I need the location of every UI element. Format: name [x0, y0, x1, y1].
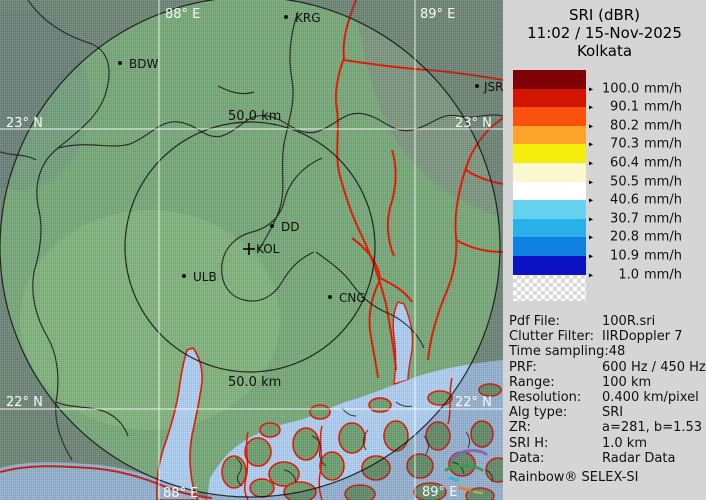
legend-tick-icon: ▸	[589, 251, 594, 261]
legend-label: ▸ 10.9 mm/h	[589, 248, 682, 264]
meta-row: Resolution: 0.400 km/pixel	[509, 390, 699, 406]
graticule: 88° E 89° E 23° N 23° N 22° N 22° N 88° …	[0, 0, 503, 500]
lat-label-22-right: 22° N	[455, 395, 492, 410]
city-label: CNG	[339, 291, 366, 305]
info-panel: SRI (dBR) 11:02 / 15-Nov-2025 Kolkata ▸ 1	[503, 0, 706, 500]
product-title: SRI (dBR)	[568, 6, 641, 24]
legend-tick-icon: ▸	[589, 270, 594, 280]
map-image: 50.0 km 50.0 km 88° E 89° E 23° N 23° N …	[0, 0, 503, 500]
legend-swatch	[513, 200, 586, 219]
range-ring-label: 50.0 km	[228, 375, 281, 390]
legend-swatch	[513, 255, 586, 275]
legend-tick-icon: ▸	[589, 84, 594, 94]
dither-texture	[0, 0, 503, 500]
legend-tick-icon: ▸	[589, 177, 594, 187]
legend-tick-icon: ▸	[589, 195, 594, 205]
lon-label-88-top: 88° E	[165, 7, 200, 22]
legend-label: ▸ 20.8 mm/h	[589, 229, 682, 245]
meta-row: PRF: 600 Hz / 450 Hz	[509, 359, 706, 375]
meta-row: ZR: a=281, b=1.53	[509, 420, 703, 436]
range-rings: 50.0 km 50.0 km	[0, 0, 501, 498]
legend-swatch	[513, 70, 586, 89]
legend-label: ▸ 80.2 mm/h	[589, 118, 682, 134]
city-label: DD	[281, 220, 299, 234]
color-legend: ▸ 100.0 mm/h ▸ 90.1 mm/h ▸ 80.2 mm/h ▸ 70.3 mm/h…	[513, 70, 703, 301]
metadata-table: Pdf File: 100R.sri Clutter Filter: IIRDopp…	[509, 314, 706, 486]
legend-label: ▸ 60.4 mm/h	[589, 155, 682, 171]
legend-label: ▸ 90.1 mm/h	[589, 99, 682, 115]
timestamp: 11:02 / 15-Nov-2025	[527, 24, 682, 42]
radar-map: 50.0 km 50.0 km 88° E 89° E 23° N 23° N …	[0, 0, 503, 500]
city-label: BDW	[129, 57, 158, 71]
legend-label: ▸ 100.0 mm/h	[589, 81, 682, 97]
lat-label-22-left: 22° N	[6, 395, 43, 410]
legend-swatch-column	[513, 70, 586, 301]
meta-row: Pdf File: 100R.sri	[509, 314, 656, 329]
legend-label: ▸ 1.0 mm/h	[589, 267, 682, 283]
legend-swatch	[513, 125, 586, 145]
legend-tick-icon: ▸	[589, 232, 594, 242]
city-label: KRG	[295, 11, 321, 25]
meta-row: Clutter Filter: IIRDoppler 7	[509, 329, 683, 345]
meta-row: Data: Radar Data	[509, 450, 676, 466]
range-ring-label: 50.0 km	[228, 109, 281, 124]
radar-echo	[444, 449, 488, 494]
legend-swatch	[513, 218, 586, 238]
meta-row: Time sampling: 48	[509, 344, 626, 360]
legend-swatch	[513, 88, 586, 108]
legend-swatch	[513, 181, 586, 201]
meta-row: Range: 100 km	[509, 374, 652, 390]
legend-label: ▸ 30.7 mm/h	[589, 211, 682, 227]
lat-label-23-left: 23° N	[6, 116, 43, 131]
legend-swatch	[513, 107, 586, 126]
lat-label-23-right: 23° N	[455, 116, 492, 131]
title-block: SRI (dBR) 11:02 / 15-Nov-2025 Kolkata	[503, 0, 706, 60]
radar-site-cross	[243, 243, 255, 255]
lon-label-88-bottom: 88° E	[163, 486, 198, 500]
legend-no-data-swatch	[513, 274, 586, 301]
legend-label: ▸ 70.3 mm/h	[589, 136, 682, 152]
city-label: JSR	[483, 80, 503, 94]
legend-label: ▸ 40.6 mm/h	[589, 192, 682, 208]
legend-tick-icon: ▸	[589, 139, 594, 149]
legend-tick-icon: ▸	[589, 121, 594, 131]
legend-swatch	[513, 237, 586, 256]
city-label: ULB	[193, 270, 217, 284]
station-name: Kolkata	[576, 42, 633, 60]
legend-tick-icon: ▸	[589, 158, 594, 168]
meta-row: SRI H: 1.0 km	[509, 435, 647, 451]
legend-tick-icon: ▸	[589, 214, 594, 224]
city-label: KOL	[256, 242, 280, 256]
lon-label-89-bottom: 89° E	[422, 485, 457, 500]
lon-label-89-top: 89° E	[420, 7, 455, 22]
legend-tick-icon: ▸	[589, 102, 594, 112]
software-branding: Rainbow® SELEX-SI	[509, 470, 639, 486]
legend-swatch	[513, 162, 586, 182]
legend-label: ▸ 50.5 mm/h	[589, 174, 682, 190]
legend-swatch	[513, 144, 586, 163]
meta-row: Alg type: SRI	[509, 405, 624, 421]
city-markers: BDW KRG JSR DD KOL ULB CNG	[118, 11, 503, 305]
